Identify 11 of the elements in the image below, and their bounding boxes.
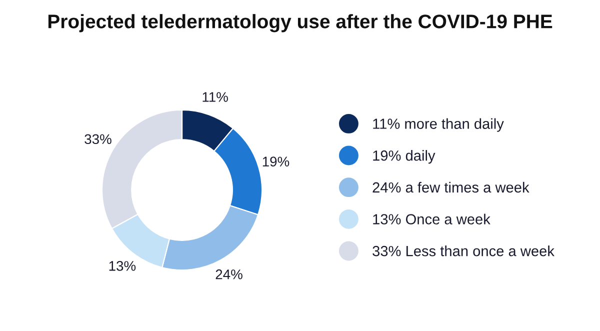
data-label: 24%: [216, 269, 242, 280]
legend-label: 13% Once a week: [373, 214, 490, 224]
chart-title: Projected teledermatology use after the COVID-19 PHE: [48, 14, 552, 32]
legend-label: 19% daily: [373, 150, 436, 164]
data-label: 33%: [84, 134, 112, 144]
data-label: 13%: [109, 261, 136, 271]
data-label: 11%: [202, 92, 228, 102]
legend-label: 11% more than daily: [373, 118, 504, 132]
data-label: 19%: [262, 156, 290, 166]
legend-label: 24% a few times a week: [372, 182, 530, 193]
legend-label: 33% Less than once a week: [372, 246, 554, 256]
